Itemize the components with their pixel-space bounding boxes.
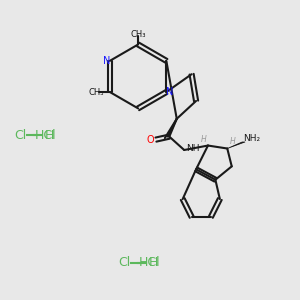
Text: Cl: Cl bbox=[118, 256, 131, 269]
Text: N: N bbox=[103, 56, 110, 66]
Text: NH₂: NH₂ bbox=[243, 134, 260, 142]
Text: Cl: Cl bbox=[15, 129, 27, 142]
Text: HCl: HCl bbox=[35, 129, 57, 142]
Text: H: H bbox=[148, 256, 158, 269]
Text: NH: NH bbox=[186, 144, 199, 153]
Text: CH₃: CH₃ bbox=[89, 88, 104, 97]
Text: O: O bbox=[147, 135, 154, 145]
Text: N: N bbox=[166, 87, 174, 97]
Polygon shape bbox=[227, 142, 245, 148]
Text: H: H bbox=[230, 137, 236, 146]
Text: CH₃: CH₃ bbox=[130, 30, 146, 39]
Text: H: H bbox=[44, 129, 54, 142]
Text: H: H bbox=[201, 134, 206, 143]
Text: HCl: HCl bbox=[139, 256, 161, 269]
